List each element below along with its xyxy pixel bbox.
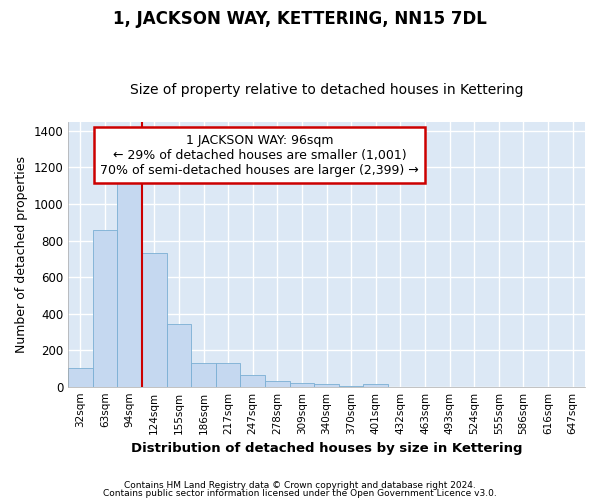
Bar: [364, 384, 388, 386]
Bar: [118, 178, 142, 386]
Title: Size of property relative to detached houses in Kettering: Size of property relative to detached ho…: [130, 83, 523, 97]
Bar: [191, 363, 216, 386]
Bar: [241, 375, 265, 386]
Text: 1 JACKSON WAY: 96sqm
← 29% of detached houses are smaller (1,001)
70% of semi-de: 1 JACKSON WAY: 96sqm ← 29% of detached h…: [100, 134, 419, 176]
Bar: [142, 254, 167, 386]
Text: Contains HM Land Registry data © Crown copyright and database right 2024.: Contains HM Land Registry data © Crown c…: [124, 481, 476, 490]
Text: 1, JACKSON WAY, KETTERING, NN15 7DL: 1, JACKSON WAY, KETTERING, NN15 7DL: [113, 10, 487, 28]
Bar: [216, 363, 241, 386]
Bar: [68, 368, 93, 386]
Y-axis label: Number of detached properties: Number of detached properties: [15, 156, 28, 352]
Text: Contains public sector information licensed under the Open Government Licence v3: Contains public sector information licen…: [103, 488, 497, 498]
Bar: [290, 383, 314, 386]
Bar: [167, 324, 191, 386]
X-axis label: Distribution of detached houses by size in Kettering: Distribution of detached houses by size …: [131, 442, 523, 455]
Bar: [265, 381, 290, 386]
Bar: [93, 230, 118, 386]
Bar: [314, 384, 339, 386]
